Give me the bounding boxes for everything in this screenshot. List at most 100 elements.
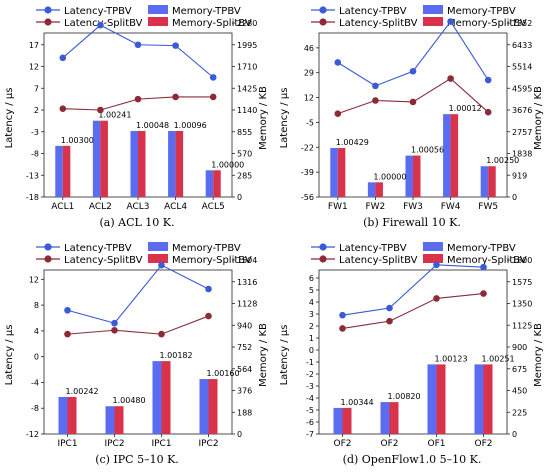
y-left-tick-label: 4 bbox=[34, 327, 39, 336]
y-left-axis-title: Latency / μs bbox=[4, 325, 15, 386]
legend-label-memory-tpbv: Memory-TPBV bbox=[172, 6, 241, 17]
y-right-tick-label: 188 bbox=[237, 408, 252, 417]
legend-label-memory-splitbv: Memory-SplitBV bbox=[447, 255, 527, 266]
bar-ratio-label: 1.00182 bbox=[160, 351, 193, 360]
y-right-tick-label: 4595 bbox=[512, 84, 532, 93]
bar-ratio-label: 1.00242 bbox=[66, 387, 99, 396]
x-tick-label: OF1 bbox=[428, 439, 446, 449]
y-right-tick-label: 285 bbox=[237, 171, 252, 180]
point-latency-splitbv bbox=[59, 105, 67, 112]
bar-memory-tpbv bbox=[105, 406, 115, 434]
y-left-tick-label: 5 bbox=[309, 286, 314, 295]
y-left-tick-label: 8 bbox=[34, 301, 39, 310]
legend-swatch-memory-splitbv bbox=[148, 17, 168, 26]
point-latency-tpbv bbox=[134, 41, 142, 49]
plot-frame bbox=[43, 269, 233, 435]
chart-openflow: Latency-TPBVLatency-SplitBVMemory-TPBVMe… bbox=[279, 242, 544, 466]
point-latency-splitbv bbox=[172, 93, 179, 101]
plot-frame bbox=[318, 269, 508, 435]
y-right-tick-label: 1316 bbox=[237, 278, 257, 287]
point-latency-splitbv bbox=[339, 325, 346, 332]
panel-caption: (c) IPC 5–10 K. bbox=[95, 453, 179, 466]
legend-marker-latency-splitbv bbox=[319, 255, 327, 263]
y-right-tick-label: 2757 bbox=[512, 128, 532, 137]
bar-memory-tpbv bbox=[168, 130, 176, 197]
y-left-tick-label: -7 bbox=[306, 430, 314, 439]
point-latency-splitbv bbox=[209, 93, 217, 101]
legend-swatch-memory-tpbv bbox=[423, 5, 443, 14]
point-latency-splitbv bbox=[64, 330, 71, 338]
legend-label-memory-tpbv: Memory-TPBV bbox=[447, 243, 516, 254]
bar-ratio-label: 1.00000 bbox=[373, 172, 406, 181]
y-left-tick-label: -3 bbox=[31, 128, 39, 137]
y-right-tick-label: 675 bbox=[512, 365, 527, 374]
y-right-tick-label: 0 bbox=[237, 430, 242, 439]
y-right-tick-label: 1140 bbox=[237, 106, 257, 115]
point-latency-tpbv bbox=[158, 261, 165, 269]
y-left-tick-label: 12 bbox=[29, 275, 39, 284]
legend-swatch-memory-tpbv bbox=[148, 242, 168, 251]
bar-ratio-label: 1.00000 bbox=[211, 160, 244, 169]
legend-label-latency-splitbv: Latency-SplitBV bbox=[339, 255, 418, 266]
legend-swatch-memory-tpbv bbox=[423, 242, 443, 251]
point-latency-splitbv bbox=[409, 98, 417, 106]
y-right-tick-label: 752 bbox=[237, 343, 252, 352]
x-tick-label: OF2 bbox=[381, 439, 399, 449]
y-right-tick-label: 3676 bbox=[512, 106, 532, 115]
y-right-tick-label: 1125 bbox=[512, 321, 532, 330]
x-tick-label: OF2 bbox=[475, 439, 493, 449]
y-right-tick-label: 900 bbox=[512, 343, 527, 352]
y-left-tick-label: -12 bbox=[26, 430, 39, 439]
bar-ratio-label: 1.00241 bbox=[98, 111, 131, 120]
bar-memory-tpbv bbox=[333, 407, 343, 434]
y-left-tick-label: -22 bbox=[301, 143, 314, 152]
point-latency-tpbv bbox=[59, 54, 67, 62]
legend-label-latency-tpbv: Latency-TPBV bbox=[64, 243, 132, 254]
bar-memory-splitbv bbox=[161, 361, 171, 434]
point-latency-tpbv bbox=[386, 304, 393, 312]
point-latency-tpbv bbox=[433, 261, 440, 269]
chart-ipc: Latency-TPBVLatency-SplitBVMemory-TPBVMe… bbox=[4, 242, 269, 466]
bar-memory-tpbv bbox=[152, 361, 162, 434]
panel-caption: (b) Firewall 10 K. bbox=[363, 216, 461, 229]
point-latency-tpbv bbox=[409, 67, 417, 75]
x-tick-label: FW4 bbox=[441, 202, 461, 212]
bar-memory-splitbv bbox=[208, 379, 218, 434]
chart-acl: Latency-TPBVLatency-SplitBVMemory-TPBVMe… bbox=[4, 5, 269, 229]
point-latency-splitbv bbox=[372, 97, 379, 104]
y-right-tick-label: 0 bbox=[237, 193, 242, 202]
y-right-tick-label: 225 bbox=[512, 408, 527, 417]
bar-ratio-label: 1.00820 bbox=[388, 392, 421, 401]
point-latency-tpbv bbox=[339, 311, 346, 319]
y-right-tick-label: 0 bbox=[512, 193, 517, 202]
y-right-tick-label: 1425 bbox=[237, 84, 257, 93]
line-latency-tpbv bbox=[67, 264, 209, 324]
y-right-tick-label: 1710 bbox=[237, 63, 257, 72]
y-left-tick-label: 3 bbox=[309, 310, 314, 319]
point-latency-splitbv bbox=[433, 295, 440, 302]
bar-memory-splitbv bbox=[114, 406, 124, 434]
y-left-tick-label: -2 bbox=[306, 370, 314, 379]
y-right-tick-label: 6433 bbox=[512, 41, 532, 50]
point-latency-splitbv bbox=[480, 290, 487, 297]
legend-label-latency-splitbv: Latency-SplitBV bbox=[64, 18, 143, 29]
chart-firewall: Latency-TPBVLatency-SplitBVMemory-TPBVMe… bbox=[279, 5, 544, 229]
y-right-tick-label: 570 bbox=[237, 150, 252, 159]
x-tick-label: IPC2 bbox=[104, 439, 124, 449]
legend-label-memory-tpbv: Memory-TPBV bbox=[447, 6, 516, 17]
legend-marker-latency-tpbv bbox=[319, 6, 327, 14]
bar-memory-tpbv bbox=[92, 120, 101, 197]
point-latency-splitbv bbox=[386, 317, 393, 325]
point-latency-tpbv bbox=[172, 42, 179, 49]
legend-label-memory-splitbv: Memory-SplitBV bbox=[172, 18, 252, 29]
x-tick-label: ACL5 bbox=[202, 202, 225, 212]
y-right-tick-label: 5514 bbox=[512, 63, 532, 72]
y-right-tick-label: 0 bbox=[512, 430, 517, 439]
y-right-axis-title: Memory / KB bbox=[533, 323, 544, 387]
legend-label-memory-splitbv: Memory-SplitBV bbox=[172, 255, 252, 266]
bar-memory-splitbv bbox=[62, 145, 71, 197]
bar-memory-tpbv bbox=[205, 170, 214, 197]
bar-ratio-label: 1.00056 bbox=[411, 146, 444, 155]
y-right-tick-label: 1800 bbox=[512, 256, 532, 265]
